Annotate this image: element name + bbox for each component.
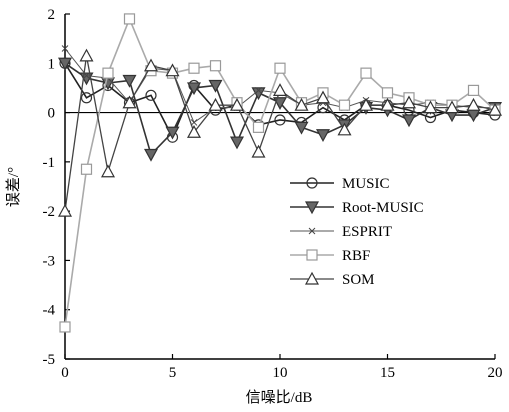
data-point [381, 87, 394, 99]
data-point [165, 126, 180, 140]
data-point [122, 74, 137, 88]
series-group [57, 13, 503, 333]
data-point [122, 95, 137, 109]
data-point [444, 100, 460, 114]
y-tick-label: -2 [43, 204, 56, 220]
series-som [57, 48, 503, 217]
data-point [358, 97, 374, 111]
data-point [100, 164, 116, 178]
legend-marker [308, 227, 316, 235]
y-tick-label: -3 [43, 253, 56, 269]
data-point [315, 129, 331, 143]
data-point [337, 122, 352, 136]
y-axis-label: 误差/° [5, 167, 22, 207]
x-tick-label: 15 [380, 365, 395, 381]
data-point [165, 63, 180, 77]
data-point [190, 119, 198, 126]
x-tick-label: 10 [273, 365, 288, 381]
series-line [64, 62, 496, 140]
data-point [272, 83, 288, 96]
data-point [466, 97, 481, 111]
x-axis-label: 信噪比/dB [246, 389, 313, 406]
data-point [338, 99, 351, 111]
y-tick-label: 0 [48, 106, 56, 122]
data-point [294, 97, 309, 111]
data-point [102, 67, 114, 79]
data-point [188, 62, 200, 74]
data-point [57, 57, 73, 71]
data-point [294, 121, 309, 135]
data-point [401, 114, 417, 128]
data-point [360, 67, 372, 79]
data-point [274, 114, 286, 126]
legend-entry: Root-MUSIC [290, 200, 424, 216]
data-point [208, 97, 223, 111]
data-point [208, 79, 223, 93]
series-rbf [59, 13, 501, 333]
data-point [143, 58, 159, 72]
x-tick-label: 5 [169, 365, 177, 381]
data-point [401, 95, 417, 109]
data-point [80, 92, 93, 104]
data-point [274, 62, 286, 74]
data-point [186, 82, 202, 96]
data-point [186, 125, 202, 138]
legend-entry: SOM [290, 271, 375, 288]
y-tick-label: -1 [43, 155, 56, 171]
data-point [209, 60, 222, 72]
legend-label: Root-MUSIC [342, 200, 424, 216]
legend: MUSIC Root-MUSIC ESPRIT RBF SOM [290, 176, 424, 288]
data-point [251, 144, 266, 158]
data-point [255, 87, 262, 94]
data-point [143, 148, 159, 162]
legend-marker [306, 177, 318, 189]
data-point [79, 48, 94, 62]
legend-label: SOM [342, 272, 375, 288]
data-point [57, 203, 73, 217]
data-point [423, 100, 438, 114]
axes: 210-1-2-3-4-50 5 10 15 20 [43, 7, 503, 381]
legend-marker [306, 249, 318, 261]
legend-entry: ESPRIT [290, 224, 392, 240]
data-point [252, 121, 265, 133]
data-point [229, 136, 245, 150]
data-point [487, 102, 503, 116]
x-tick-label: 0 [61, 365, 69, 381]
legend-entry: MUSIC [290, 176, 390, 192]
legend-label: ESPRIT [342, 224, 392, 240]
y-tick-label: -4 [43, 303, 56, 319]
data-point [145, 89, 157, 101]
x-tick-label: 20 [488, 365, 503, 381]
data-point [80, 163, 93, 175]
data-point [380, 97, 395, 111]
legend-entry: RBF [290, 248, 370, 264]
y-tick-label: -5 [43, 352, 56, 368]
data-point [467, 84, 480, 96]
legend-marker [304, 201, 320, 215]
data-point [315, 90, 331, 104]
data-point [229, 97, 245, 111]
legend-marker [304, 271, 320, 285]
data-point [123, 13, 136, 25]
legend-label: MUSIC [342, 176, 390, 192]
data-point [59, 321, 71, 333]
y-tick-label: 2 [48, 7, 56, 23]
legend-label: RBF [342, 248, 370, 264]
y-tick-label: 1 [48, 56, 56, 72]
data-point [61, 45, 69, 52]
